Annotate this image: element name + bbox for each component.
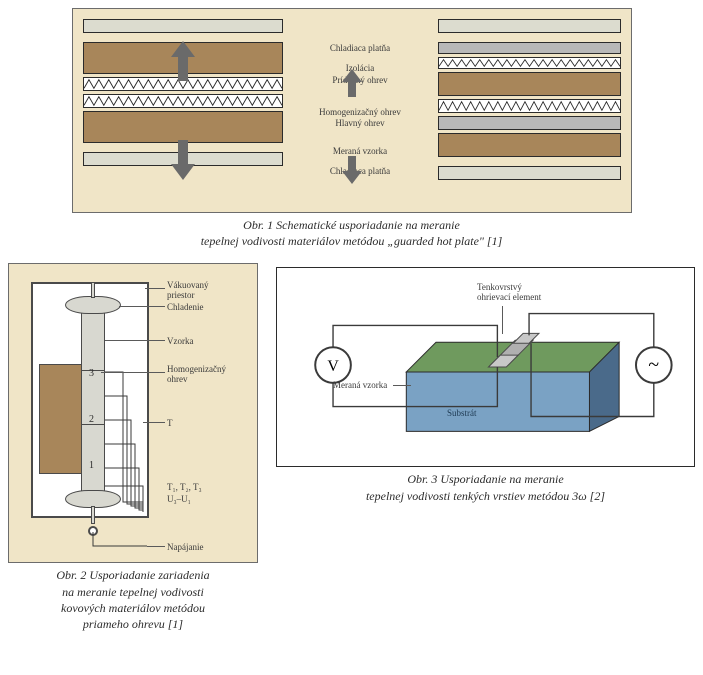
figure-1-caption: Obr. 1 Schematické usporiadanie na meran… [72, 217, 632, 249]
zigzag-pattern [84, 95, 282, 107]
fig1-right-iso [438, 42, 621, 54]
fig2-lbl-T123: T₁, T₂, T₃ [167, 482, 202, 492]
fig2-lbl-vacuum: Vákuovaný priestor [167, 280, 209, 300]
fig1-center-labels: Chladiaca platňa Izolácia Prídavný ohrev… [283, 19, 438, 202]
fig3-heater-l1: Tenkovrstvý [477, 282, 522, 292]
fig1-cap-l1: Obr. 1 Schematické usporiadanie na meran… [243, 218, 460, 232]
fig1-right-cool-top [438, 19, 621, 33]
fig2-cap-l3: kovových materiálov metódou [61, 601, 205, 615]
fig1-lbl-cool-bot: Chladiaca platňa [283, 167, 438, 177]
fig1-left-sample-bot [83, 111, 283, 143]
fig2-cap-top [65, 296, 121, 314]
fig2-lbl-U: U₃–U₁ [167, 494, 191, 504]
fig1-left-stack [83, 19, 283, 202]
fig3-V-glyph: V [327, 358, 339, 375]
figure-2-caption: Obr. 2 Usporiadanie zariadenia na merani… [8, 567, 258, 632]
zigzag-pattern [84, 78, 282, 90]
fig2-cap-l4: priameho ohrevu [1] [83, 617, 183, 631]
figure-2: 1 2 3 [8, 263, 258, 632]
figure-3-caption: Obr. 3 Usporiadanie na meranie tepelnej … [276, 471, 695, 503]
fig1-right-aux [438, 57, 621, 69]
fig1-left-cool-top [83, 19, 283, 33]
figure-1-panel: Chladiaca platňa Izolácia Prídavný ohrev… [72, 8, 632, 213]
fig2-lbl-supply: Napájanie [167, 542, 203, 552]
fig2-seg-3: 3 [89, 368, 94, 379]
fig1-lbl-cool-top: Chladiaca platňa [283, 44, 438, 54]
fig1-left-homog2 [83, 94, 283, 108]
fig1-lbl-iso: Izolácia [283, 64, 438, 74]
fig2-stem-top [91, 282, 95, 298]
figure-3-panel: V ~ Tenkovrstvý ohrievací element Meraná… [276, 267, 695, 467]
fig2-lbl-homog: Homogenizačný ohrev [167, 364, 226, 384]
fig1-right-stack [438, 19, 621, 202]
fig3-sample-leader [393, 385, 411, 386]
fig3-cap-l2: tepelnej vodivosti tenkých vrstiev metód… [366, 489, 605, 503]
fig2-cap-l2: na meranie tepelnej vodivosti [62, 585, 204, 599]
fig1-right-main [438, 116, 621, 130]
fig2-lbl-homog-l1: Homogenizačný [167, 364, 226, 374]
figure-1-container: Chladiaca platňa Izolácia Prídavný ohrev… [72, 8, 632, 249]
figure-2-panel: 1 2 3 [8, 263, 258, 563]
fig1-lbl-sample: Meraná vzorka [283, 147, 438, 157]
fig2-stem-bot [91, 506, 95, 524]
fig1-right-sample-bot [438, 133, 621, 157]
fig1-left-cool-bot [83, 152, 283, 166]
fig3-heater-leader [502, 306, 503, 334]
fig2-terminal-bot [88, 526, 98, 536]
fig2-lbl-vacuum-l1: Vákuovaný [167, 280, 209, 290]
fig1-lbl-homog: Homogenizačný ohrev [283, 108, 438, 118]
fig3-lbl-heater: Tenkovrstvý ohrievací element [477, 282, 541, 302]
figure-3: V ~ Tenkovrstvý ohrievací element Meraná… [276, 267, 695, 503]
fig2-lbl-T: T [167, 418, 173, 428]
zigzag-pattern [439, 58, 620, 68]
fig2-lbl-cooling: Chladenie [167, 302, 204, 312]
fig1-right-sample-top [438, 72, 621, 96]
zigzag-pattern [439, 100, 620, 112]
fig1-right-homog [438, 99, 621, 113]
fig2-lbl-vacuum-l2: priestor [167, 290, 195, 300]
fig3-heater-l2: ohrievací element [477, 292, 541, 302]
figure-1: Chladiaca platňa Izolácia Prídavný ohrev… [8, 8, 695, 249]
fig1-lbl-main: Hlavný ohrev [283, 119, 438, 129]
fig2-lbl-sample: Vzorka [167, 336, 194, 346]
fig1-cap-l2: tepelnej vodivosti materiálov metódou „g… [201, 234, 503, 248]
fig1-right-cool-bot [438, 166, 621, 180]
row-2: 1 2 3 [8, 263, 695, 632]
fig2-cap-l1: Obr. 2 Usporiadanie zariadenia [56, 568, 209, 582]
fig1-left-sample-top [83, 42, 283, 74]
fig2-seg-2: 2 [89, 414, 94, 425]
fig1-lbl-aux: Prídavný ohrev [283, 76, 438, 86]
fig3-lbl-sample: Meraná vzorka [333, 380, 387, 390]
fig3-cap-l1: Obr. 3 Usporiadanie na meranie [407, 472, 563, 486]
fig2-lbl-homog-l2: ohrev [167, 374, 188, 384]
fig3-lbl-substrate: Substrát [447, 408, 477, 418]
fig1-left-homog [83, 77, 283, 91]
fig3-AC-glyph: ~ [648, 354, 659, 376]
fig2-seg-1: 1 [89, 460, 94, 471]
